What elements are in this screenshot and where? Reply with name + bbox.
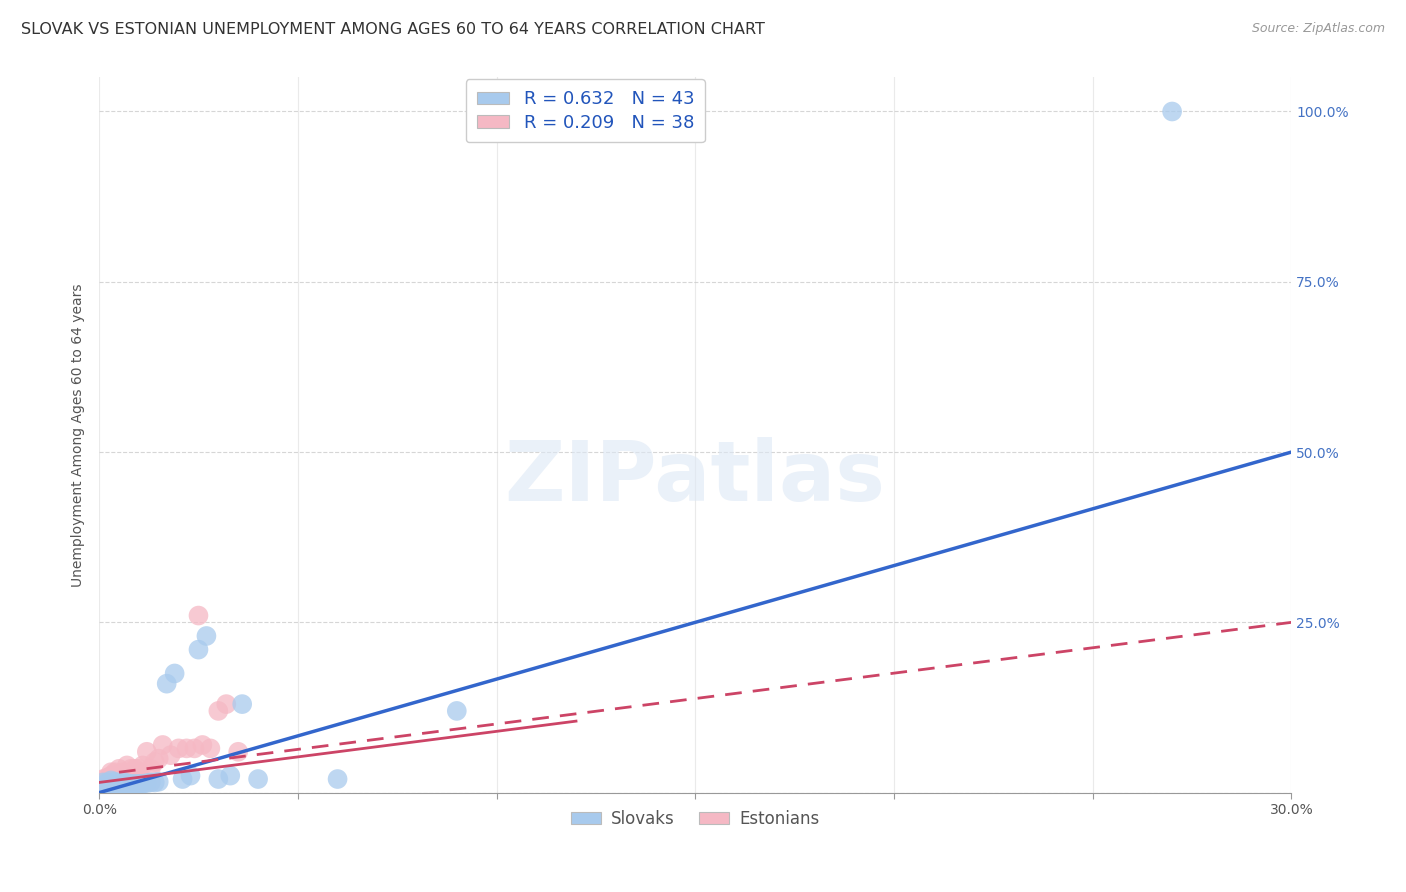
Point: [120, 762, 142, 776]
Point: [159, 748, 181, 763]
Point: [96, 775, 118, 789]
Point: [167, 741, 190, 756]
Point: [124, 779, 146, 793]
Point: [104, 769, 127, 783]
Point: [176, 741, 198, 756]
Point: [183, 741, 205, 756]
Point: [226, 745, 249, 759]
Point: [191, 738, 214, 752]
Point: [148, 774, 170, 789]
Point: [215, 697, 238, 711]
Point: [231, 697, 253, 711]
Point: [104, 777, 127, 791]
Point: [124, 762, 146, 776]
Point: [124, 769, 146, 783]
Point: [180, 769, 202, 783]
Point: [195, 629, 218, 643]
Point: [207, 704, 229, 718]
Point: [111, 777, 134, 791]
Point: [152, 738, 174, 752]
Point: [91, 772, 114, 786]
Legend: Slovaks, Estonians: Slovaks, Estonians: [564, 803, 827, 834]
Point: [247, 772, 270, 786]
Point: [148, 751, 170, 765]
Point: [111, 779, 134, 793]
Text: ZIPatlas: ZIPatlas: [505, 437, 886, 518]
Point: [139, 775, 162, 789]
Point: [96, 777, 118, 791]
Point: [120, 765, 142, 780]
Point: [128, 777, 150, 791]
Point: [91, 775, 114, 789]
Point: [100, 772, 122, 786]
Point: [100, 775, 122, 789]
Point: [104, 779, 127, 793]
Point: [115, 758, 138, 772]
Text: SLOVAK VS ESTONIAN UNEMPLOYMENT AMONG AGES 60 TO 64 YEARS CORRELATION CHART: SLOVAK VS ESTONIAN UNEMPLOYMENT AMONG AG…: [21, 22, 765, 37]
Point: [100, 769, 122, 783]
Point: [128, 779, 150, 793]
Point: [108, 769, 131, 783]
Point: [111, 774, 134, 789]
Point: [104, 774, 127, 789]
Point: [143, 775, 166, 789]
Point: [1161, 104, 1184, 119]
Point: [187, 642, 209, 657]
Point: [120, 779, 142, 793]
Point: [132, 758, 155, 772]
Point: [132, 777, 155, 791]
Point: [163, 666, 186, 681]
Point: [446, 704, 468, 718]
Point: [96, 773, 118, 788]
Point: [207, 772, 229, 786]
Point: [111, 769, 134, 783]
Point: [115, 776, 138, 790]
Point: [111, 765, 134, 780]
Point: [128, 762, 150, 776]
Point: [124, 777, 146, 791]
Point: [172, 772, 194, 786]
Point: [108, 776, 131, 790]
Point: [96, 779, 118, 793]
Point: [135, 776, 157, 790]
Point: [104, 765, 127, 780]
Point: [96, 771, 118, 785]
Point: [108, 762, 131, 776]
Point: [115, 779, 138, 793]
Point: [187, 608, 209, 623]
Point: [139, 762, 162, 776]
Point: [108, 772, 131, 786]
Point: [100, 779, 122, 793]
Point: [100, 773, 122, 788]
Point: [219, 769, 242, 783]
Y-axis label: Unemployment Among Ages 60 to 64 years: Unemployment Among Ages 60 to 64 years: [72, 284, 86, 587]
Point: [115, 769, 138, 783]
Point: [91, 779, 114, 793]
Point: [91, 775, 114, 789]
Point: [100, 777, 122, 791]
Point: [156, 676, 179, 690]
Point: [128, 765, 150, 780]
Point: [326, 772, 349, 786]
Point: [120, 777, 142, 791]
Text: Source: ZipAtlas.com: Source: ZipAtlas.com: [1251, 22, 1385, 36]
Point: [143, 755, 166, 769]
Point: [200, 741, 222, 756]
Point: [100, 765, 122, 780]
Point: [108, 779, 131, 793]
Point: [135, 745, 157, 759]
